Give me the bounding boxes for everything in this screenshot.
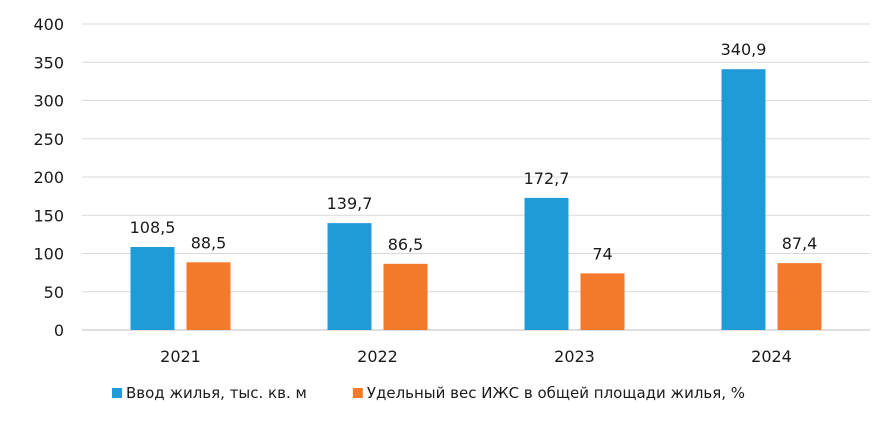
x-axis-ticks: 2021 2022 2023 2024	[160, 347, 792, 366]
bar-series-2-2022	[383, 263, 428, 330]
y-tick-label: 200	[33, 168, 64, 187]
x-tick-label: 2023	[554, 347, 595, 366]
y-tick-label: 50	[44, 283, 64, 302]
bar-series-2-2024	[777, 263, 822, 330]
legend-label-series-2: Удельный вес ИЖС в общей площади жилья, …	[367, 384, 745, 402]
data-label-series-1-2023: 172,7	[524, 169, 570, 188]
data-label-series-2-2024: 87,4	[782, 234, 818, 253]
bar-series-2-2021	[186, 262, 231, 330]
y-tick-label: 400	[33, 15, 64, 34]
x-tick-label: 2021	[160, 347, 201, 366]
bar-series-1-2024	[721, 69, 766, 331]
data-label-series-2-2021: 88,5	[191, 233, 227, 252]
y-tick-label: 100	[33, 245, 64, 264]
data-label-series-1-2024: 340,9	[721, 40, 767, 59]
legend-label-series-1: Ввод жилья, тыс. кв. м	[126, 384, 307, 402]
bar-series-1-2023	[524, 197, 569, 330]
data-labels: 108,5 88,5 139,7 86,5 172,7 74 340,9 87,4	[130, 40, 818, 263]
legend-swatch-series-1	[112, 388, 122, 398]
y-tick-label: 350	[33, 53, 64, 72]
data-label-series-2-2023: 74	[592, 244, 612, 263]
y-tick-label: 300	[33, 92, 64, 111]
legend-swatch-series-2	[352, 388, 363, 398]
data-label-series-1-2022: 139,7	[327, 194, 373, 213]
x-tick-label: 2022	[357, 347, 398, 366]
bar-series-2-2023	[580, 273, 625, 330]
y-tick-label: 250	[33, 130, 64, 149]
data-label-series-1-2021: 108,5	[130, 218, 176, 237]
y-tick-label: 0	[54, 321, 64, 340]
y-tick-label: 150	[33, 206, 64, 225]
data-label-series-2-2022: 86,5	[388, 235, 424, 254]
bar-series-1-2022	[327, 223, 372, 330]
bar-series-1-2021	[130, 246, 175, 330]
bars	[130, 69, 822, 331]
x-tick-label: 2024	[751, 347, 792, 366]
legend: Ввод жилья, тыс. кв. м Удельный вес ИЖС …	[112, 384, 745, 402]
y-axis-ticks: 0 50 100 150 200 250 300 350 400	[33, 15, 64, 340]
